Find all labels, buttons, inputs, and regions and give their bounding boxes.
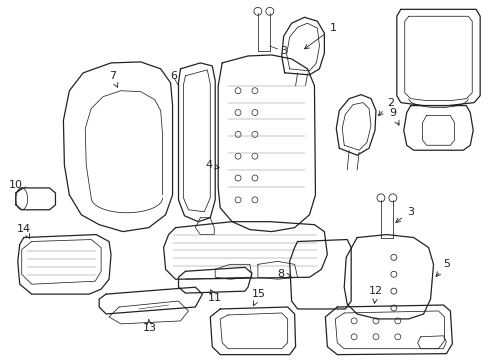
Text: 13: 13 [142, 320, 157, 333]
Text: 14: 14 [17, 224, 31, 239]
Text: 1: 1 [304, 23, 336, 49]
Text: 5: 5 [435, 259, 449, 276]
Text: 4: 4 [205, 160, 219, 170]
Text: 12: 12 [368, 286, 383, 303]
Text: 15: 15 [251, 289, 265, 306]
Text: 9: 9 [388, 108, 398, 125]
Text: 6: 6 [170, 71, 177, 81]
Text: 11: 11 [208, 290, 222, 303]
Text: 3: 3 [279, 46, 286, 56]
Text: 7: 7 [109, 71, 118, 87]
Text: 2: 2 [378, 98, 393, 116]
Text: 8: 8 [277, 269, 290, 279]
Text: 10: 10 [9, 180, 23, 190]
Text: 3: 3 [395, 207, 413, 222]
